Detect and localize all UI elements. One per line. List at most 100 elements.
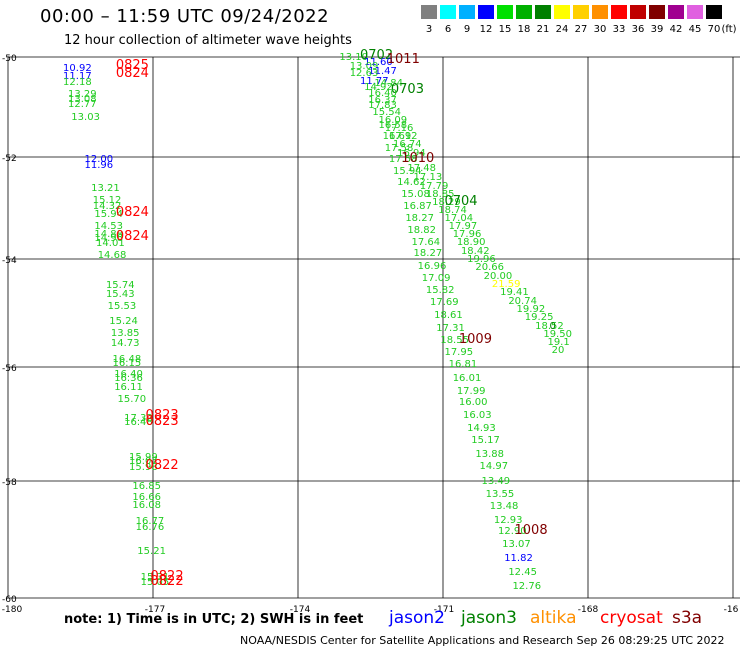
wave-height-label: 15.17 [471,435,500,446]
scale-swatch [649,5,665,19]
time-label: 0823 [146,414,179,429]
wave-height-label: 17.95 [444,347,473,358]
scale-swatch [421,5,437,19]
longitude-tick-label: -168 [578,605,599,615]
scale-label: 70 [707,24,721,35]
satellite-jason2: jason2 [389,608,445,628]
wave-height-label: 17.83 [368,100,397,111]
wave-height-label: 16.74 [393,139,422,150]
wave-height-label: 15.08 [401,189,430,200]
wave-height-label: 15.53 [108,301,137,312]
longitude-tick-label: -171 [434,605,454,615]
wave-height-label: 16.01 [453,373,482,384]
latitude-tick-label: -50 [2,54,17,64]
scale-label: 15 [498,24,512,35]
wave-height-label: 12.90 [498,526,527,537]
wave-height-label: 14.97 [479,461,508,472]
wave-height-label: 11.82 [504,553,533,564]
wave-height-label: 18.85 [426,189,455,200]
wave-height-label: 12.93 [494,515,523,526]
page-subtitle: 12 hour collection of altimeter wave hei… [64,33,352,48]
time-label: 0703 [391,82,424,97]
satellite-cryosat: cryosat [600,608,663,628]
wave-height-label: 14.96 [94,233,123,244]
wave-height-label: 14.68 [98,250,127,261]
wave-height-label: 20 [552,345,565,356]
time-label: 1010 [401,151,434,166]
wave-height-label: 17.58 [385,143,414,154]
wave-height-label: 12.77 [68,99,97,110]
latitude-tick-label: -56 [2,364,17,374]
wave-height-label: 12.63 [350,68,379,79]
wave-height-label: 15.94 [393,166,422,177]
time-label: 0704 [444,194,477,209]
longitude-tick-label: -177 [145,605,165,615]
wave-height-label: 16.11 [114,382,143,393]
scale-label: 39 [650,24,664,35]
wave-height-label: 12.45 [508,567,537,578]
time-label: 0702 [360,48,393,63]
satellite-altika: altika [530,608,577,628]
wave-height-label: 16.00 [459,397,488,408]
wave-height-label: 17.13 [414,172,443,183]
wave-height-label: 17.64 [412,237,441,248]
wave-height-label: 17.09 [422,273,451,284]
wave-height-label: 16.58 [379,120,408,131]
scale-label: 30 [593,24,607,35]
wave-height-label: 16.15 [113,358,142,369]
time-label: 1008 [515,523,548,538]
scale-swatch [668,5,684,19]
wave-height-label: 10.92 [63,63,92,74]
wave-height-label: 16.85 [132,481,161,492]
wave-height-label: 15.24 [109,316,138,327]
satellite-s3a: s3a [672,608,703,628]
satellite-jason3: jason3 [461,608,517,628]
longitude-tick-label: -180 [2,605,23,615]
wave-height-label: 13.03 [71,112,100,123]
wave-height-label: 16.96 [418,261,447,272]
wave-height-label: 18.27 [405,213,434,224]
wave-height-label: 11.47 [368,66,397,77]
scale-swatch [459,5,475,19]
time-label: 0822 [151,574,184,589]
wave-height-label: 15.70 [118,394,147,405]
wave-height-label: 20.66 [475,262,504,273]
wave-height-label: 11.96 [85,160,114,171]
wave-height-label: 19.92 [517,304,546,315]
wave-height-label: 16.09 [379,115,408,126]
wave-height-label: 14.92 [364,82,393,93]
wave-height-label: 0 [550,321,556,332]
wave-height-label: 16.37 [368,95,397,106]
wave-height-label: 15.94 [94,209,123,220]
wave-height-label: 13.48 [490,501,519,512]
scale-swatch [706,5,722,19]
time-label: 0824 [116,66,149,81]
scale-swatch [630,5,646,19]
scale-label: 36 [631,24,645,35]
graticule [7,56,740,599]
wave-height-label: 15.74 [106,280,135,291]
time-label: 1011 [387,52,420,67]
wave-height-label: 13.29 [68,89,97,100]
wave-height-label: 19.96 [467,254,496,265]
wave-height-label: 18.52 [535,321,564,332]
wave-height-label: 16.94 [397,148,426,159]
wave-height-label: 17.12 [389,131,418,142]
wave-height-label: 20.00 [484,271,513,282]
wave-height-label: 13.10 [339,52,368,63]
wave-height-label: 17.16 [385,123,414,134]
scale-label: 27 [574,24,588,35]
wave-height-label: 13.85 [111,328,140,339]
latitude-tick-label: -54 [2,256,17,266]
wave-height-label: 18.61 [434,310,463,321]
scale-label: 21 [536,24,550,35]
wave-height-label: 18.55 [440,335,469,346]
scale-label: 42 [669,24,683,35]
scale-swatch [611,5,627,19]
wave-height-label: 16.76 [136,522,165,533]
wave-height-label: 11.60 [364,57,393,68]
wave-height-label: 14.62 [397,177,426,188]
wave-height-label: 15.82 [426,285,455,296]
